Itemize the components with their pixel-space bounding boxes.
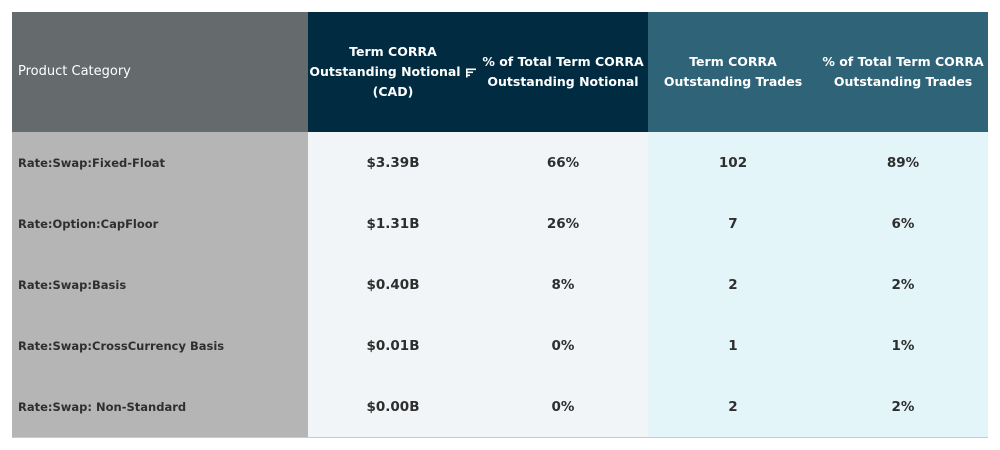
header-notional-line-2: Outstanding Notional xyxy=(309,64,460,79)
corra-outstanding-table: Product Category Term CORRA Outstanding … xyxy=(12,12,988,438)
header-pct-trades-line-2: Outstanding Trades xyxy=(818,72,988,92)
table-row: Rate:Swap:CrossCurrency Basis $0.01B 0% … xyxy=(12,315,988,376)
header-notional-line-3: (CAD) xyxy=(309,82,476,102)
cell-outstanding-notional: $0.00B xyxy=(308,376,478,438)
header-pct-outstanding-trades[interactable]: % of Total Term CORRA Outstanding Trades xyxy=(818,12,988,132)
header-outstanding-trades[interactable]: Term CORRA Outstanding Trades xyxy=(648,12,818,132)
table-row: Rate:Swap: Non-Standard $0.00B 0% 2 2% xyxy=(12,376,988,438)
table-row: Rate:Option:CapFloor $1.31B 26% 7 6% xyxy=(12,193,988,254)
header-pct-notional-line-1: % of Total Term CORRA xyxy=(478,52,648,72)
cell-outstanding-notional: $0.40B xyxy=(308,254,478,315)
cell-pct-outstanding-trades: 1% xyxy=(818,315,988,376)
header-product-category[interactable]: Product Category xyxy=(12,12,308,132)
header-outstanding-notional-label: Term CORRA Outstanding Notional (CAD) xyxy=(309,42,476,102)
table-body: Rate:Swap:Fixed-Float $3.39B 66% 102 89%… xyxy=(12,132,988,438)
header-notional-line-1: Term CORRA xyxy=(309,42,476,62)
header-trades-line-1: Term CORRA xyxy=(648,52,818,72)
header-product-category-label: Product Category xyxy=(18,64,131,79)
table-header: Product Category Term CORRA Outstanding … xyxy=(12,12,988,132)
header-pct-notional-line-2: Outstanding Notional xyxy=(478,72,648,92)
sort-icon[interactable] xyxy=(466,68,477,78)
cell-outstanding-notional: $3.39B xyxy=(308,132,478,193)
cell-pct-outstanding-trades: 6% xyxy=(818,193,988,254)
cell-outstanding-trades: 1 xyxy=(648,315,818,376)
cell-outstanding-trades: 7 xyxy=(648,193,818,254)
header-row: Product Category Term CORRA Outstanding … xyxy=(12,12,988,132)
cell-product-category: Rate:Swap:CrossCurrency Basis xyxy=(12,315,308,376)
cell-product-category: Rate:Swap:Fixed-Float xyxy=(12,132,308,193)
header-pct-outstanding-notional[interactable]: % of Total Term CORRA Outstanding Notion… xyxy=(478,12,648,132)
cell-outstanding-notional: $0.01B xyxy=(308,315,478,376)
cell-outstanding-trades: 102 xyxy=(648,132,818,193)
cell-pct-outstanding-trades: 2% xyxy=(818,254,988,315)
cell-pct-outstanding-trades: 89% xyxy=(818,132,988,193)
cell-pct-outstanding-notional: 0% xyxy=(478,315,648,376)
cell-pct-outstanding-notional: 0% xyxy=(478,376,648,438)
header-outstanding-notional[interactable]: Term CORRA Outstanding Notional (CAD) xyxy=(308,12,478,132)
header-notional-line-2-wrap: Outstanding Notional xyxy=(309,62,476,82)
cell-pct-outstanding-notional: 8% xyxy=(478,254,648,315)
cell-outstanding-notional: $1.31B xyxy=(308,193,478,254)
cell-product-category: Rate:Swap: Non-Standard xyxy=(12,376,308,438)
corra-table-container: Product Category Term CORRA Outstanding … xyxy=(12,12,988,438)
cell-outstanding-trades: 2 xyxy=(648,376,818,438)
table-row: Rate:Swap:Basis $0.40B 8% 2 2% xyxy=(12,254,988,315)
cell-product-category: Rate:Swap:Basis xyxy=(12,254,308,315)
cell-pct-outstanding-notional: 26% xyxy=(478,193,648,254)
header-trades-line-2: Outstanding Trades xyxy=(648,72,818,92)
header-pct-trades-line-1: % of Total Term CORRA xyxy=(818,52,988,72)
cell-product-category: Rate:Option:CapFloor xyxy=(12,193,308,254)
cell-pct-outstanding-notional: 66% xyxy=(478,132,648,193)
cell-pct-outstanding-trades: 2% xyxy=(818,376,988,438)
table-row: Rate:Swap:Fixed-Float $3.39B 66% 102 89% xyxy=(12,132,988,193)
cell-outstanding-trades: 2 xyxy=(648,254,818,315)
